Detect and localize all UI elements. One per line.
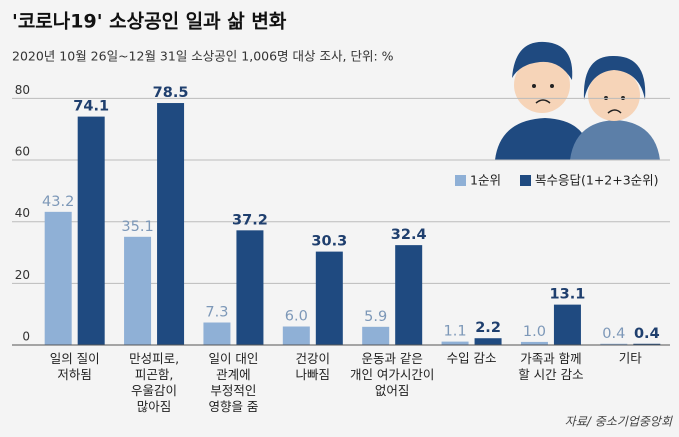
bar [282, 326, 310, 345]
y-tick-label: 60 [15, 145, 30, 159]
data-label: 1.0 [523, 324, 546, 340]
bar [236, 230, 264, 345]
chart-subtitle: 2020년 10월 26일~12월 31일 소상공인 1,006명 대상 조사,… [12, 49, 394, 64]
legend-label: 1순위 [470, 173, 501, 188]
data-label: 43.2 [42, 194, 74, 210]
data-label: 2.2 [475, 320, 501, 336]
bar [395, 245, 423, 345]
bar [474, 338, 502, 345]
data-label: 78.5 [153, 85, 189, 101]
data-label: 74.1 [73, 99, 109, 115]
y-tick-label: 0 [22, 330, 30, 344]
y-tick-label: 80 [15, 83, 30, 97]
data-label: 30.3 [311, 234, 347, 250]
data-label: 0.4 [634, 326, 660, 342]
data-label: 13.1 [550, 287, 586, 303]
x-tick-label: 수입 감소 [447, 351, 497, 366]
legend-label: 복수응답(1+2+3순위) [535, 173, 659, 188]
bar [203, 322, 231, 345]
bar [77, 116, 105, 345]
source: 자료/ 중소기업중앙회 [565, 415, 673, 429]
x-tick-label: 일이 대인 관계에 부정적인 영향을 줌 [208, 351, 258, 414]
data-label: 5.9 [364, 309, 387, 325]
illustration [495, 41, 660, 160]
bar [553, 304, 581, 345]
data-label: 32.4 [391, 227, 427, 243]
bar [44, 211, 72, 345]
y-tick-label: 40 [15, 206, 30, 220]
legend-swatch [455, 175, 466, 186]
x-tick-label: 건강이 나빠짐 [296, 351, 331, 382]
data-label: 7.3 [205, 304, 228, 320]
x-tick-label: 가족과 함께 할 시간 감소 [518, 351, 583, 382]
x-tick-label: 일의 질이 저하됨 [50, 351, 100, 382]
bar [124, 236, 152, 345]
bar [315, 251, 343, 345]
bar [600, 343, 628, 345]
data-label: 1.1 [444, 324, 467, 340]
legend-swatch [520, 175, 531, 186]
bar [633, 343, 661, 345]
x-tick-label: 만성피로, 피곤함, 우울감이 많아짐 [129, 351, 179, 414]
data-label: 37.2 [232, 212, 268, 228]
data-label: 35.1 [121, 219, 153, 235]
x-tick-label: 기타 [619, 351, 643, 366]
chart-title: '코로나19' 소상공인 일과 삶 변화 [12, 11, 287, 33]
x-tick-label: 운동과 같은 개인 여가시간이 없어짐 [350, 351, 434, 398]
data-label: 0.4 [602, 326, 625, 342]
bar [157, 103, 185, 345]
data-label: 6.0 [285, 309, 308, 325]
y-tick-label: 20 [15, 268, 30, 282]
bar [362, 326, 390, 345]
bar [520, 341, 548, 345]
bar [441, 341, 469, 345]
